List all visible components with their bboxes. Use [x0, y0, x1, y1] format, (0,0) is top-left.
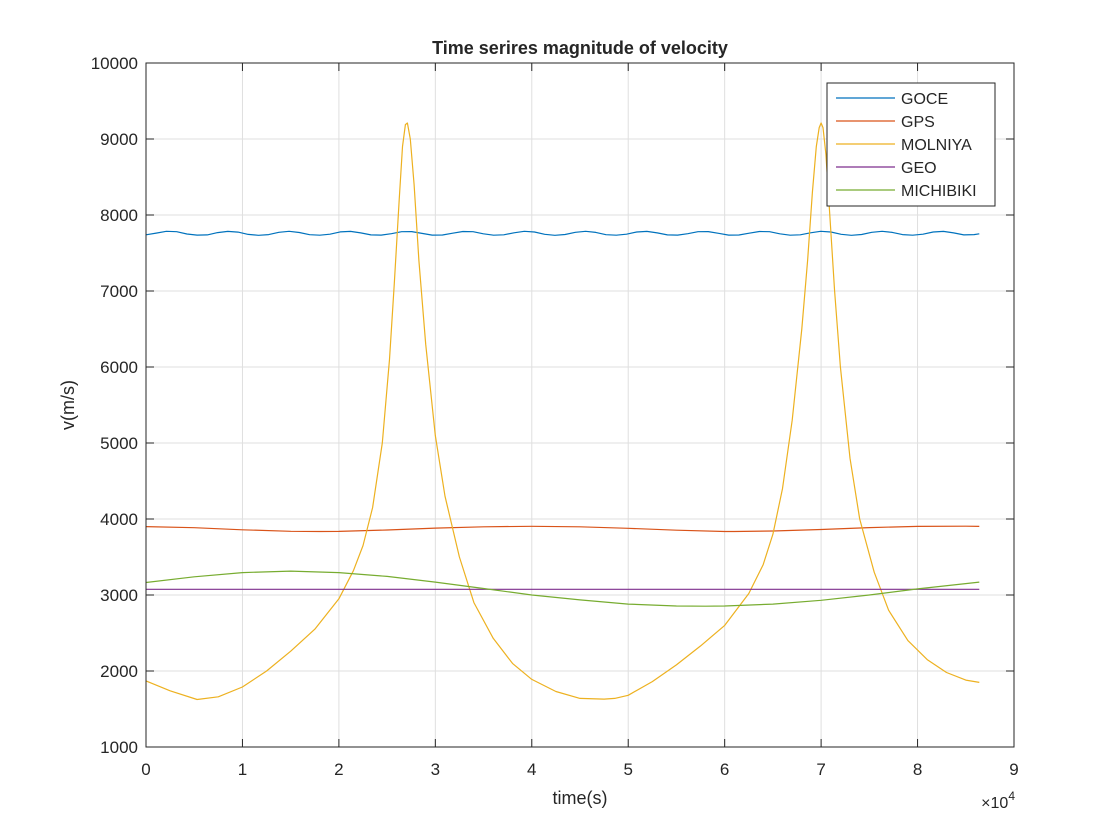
x-axis-label: time(s) [553, 788, 608, 808]
legend-label-michibiki: MICHIBIKI [901, 183, 977, 200]
chart-title: Time serires magnitude of velocity [432, 38, 728, 58]
x-tick-label: 3 [431, 760, 440, 779]
y-tick-label: 7000 [100, 282, 138, 301]
legend-label-goce: GOCE [901, 91, 948, 108]
legend-label-gps: GPS [901, 114, 935, 131]
series-line-gps [145, 525, 980, 533]
axis-ticks: 0 1 2 3 4 5 6 7 8 9 1000 2000 3000 4000 5000 6000 7000 80… [91, 54, 1019, 779]
plot-frame [145, 62, 1015, 748]
y-tick-label: 6000 [100, 358, 138, 377]
y-tick-label: 5000 [100, 434, 138, 453]
x-tick-label: 5 [623, 760, 632, 779]
y-tick-label: 4000 [100, 510, 138, 529]
legend-label-geo: GEO [901, 160, 937, 177]
x-tick-label: 4 [527, 760, 536, 779]
y-tick-label: 9000 [100, 130, 138, 149]
x-axis-exponent-base: ×10 [981, 795, 1008, 812]
x-axis-exponent: ×104 [981, 789, 1015, 812]
series-line-goce [145, 230, 980, 236]
x-tick-label: 8 [913, 760, 922, 779]
legend-label-molniya: MOLNIYA [901, 137, 972, 154]
y-axis-label: v(m/s) [58, 380, 78, 430]
series-lines [145, 122, 980, 701]
x-tick-label: 1 [238, 760, 247, 779]
series-line-michibiki [145, 570, 980, 607]
x-axis-exponent-power: 4 [1008, 789, 1015, 803]
x-tick-label: 7 [816, 760, 825, 779]
x-tick-label: 2 [334, 760, 343, 779]
x-tick-label: 0 [141, 760, 150, 779]
y-tick-label: 8000 [100, 206, 138, 225]
y-tick-label: 3000 [100, 586, 138, 605]
y-tick-label: 10000 [91, 54, 138, 73]
x-tick-label: 6 [720, 760, 729, 779]
y-tick-label: 2000 [100, 662, 138, 681]
legend: GOCE GPS MOLNIYA GEO MICHIBIKI [826, 82, 996, 207]
series-line-molniya [145, 122, 980, 701]
grid [145, 62, 1015, 748]
x-tick-label: 9 [1009, 760, 1018, 779]
y-tick-label: 1000 [100, 738, 138, 757]
